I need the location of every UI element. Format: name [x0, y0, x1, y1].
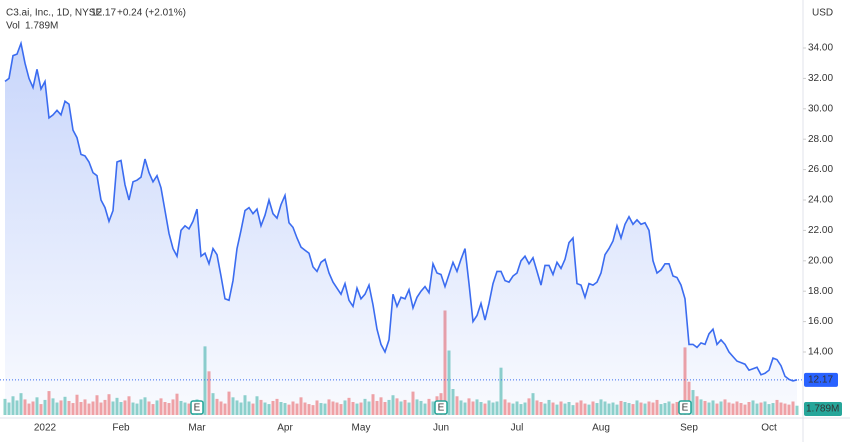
earnings-marker — [678, 400, 692, 415]
x-tick-label: 2022 — [34, 423, 57, 434]
y-tick-label: 26.00 — [808, 164, 833, 175]
y-tick-label: 20.00 — [808, 255, 833, 266]
x-tick-label: Mar — [188, 423, 206, 434]
y-tick-label: 22.00 — [808, 225, 833, 236]
earnings-label: E — [438, 403, 445, 414]
y-tick-label: 34.00 — [808, 43, 833, 54]
y-tick-label: 24.00 — [808, 195, 833, 206]
currency: USD — [812, 8, 833, 19]
y-tick-label: 18.00 — [808, 286, 833, 297]
y-tick-label: 28.00 — [808, 134, 833, 145]
y-tick-label: 16.00 — [808, 316, 833, 327]
x-tick-label: Feb — [112, 423, 130, 434]
x-tick-label: Jun — [433, 423, 449, 434]
x-tick-label: May — [352, 423, 371, 434]
last-price-box — [804, 372, 838, 387]
x-tick-label: Sep — [680, 423, 698, 434]
x-tick-label: Jul — [511, 423, 524, 434]
last-price-label: 12.17 — [808, 374, 833, 385]
x-tick-label: Apr — [277, 423, 293, 434]
last-volume-box — [804, 402, 842, 416]
vol-label: Vol — [6, 21, 20, 32]
earnings-marker — [190, 400, 204, 415]
y-tick-label: 32.00 — [808, 73, 833, 84]
symbol: C3.ai, Inc., 1D, NYSE — [6, 8, 102, 19]
volume: 1.789M — [25, 21, 58, 32]
x-tick-label: Aug — [592, 423, 610, 434]
y-tick-label: 30.00 — [808, 103, 833, 114]
last-volume-label: 1.789M — [806, 404, 839, 415]
earnings-label: E — [194, 403, 201, 414]
x-tick-label: Oct — [761, 423, 777, 434]
price-area — [5, 43, 797, 416]
earnings-marker — [434, 400, 448, 415]
earnings-label: E — [682, 403, 689, 414]
y-tick-label: 14.00 — [808, 347, 833, 358]
change: +0.24 (+2.01%) — [117, 8, 186, 19]
price: 12.17 — [91, 8, 116, 19]
price-line — [4, 40, 798, 382]
